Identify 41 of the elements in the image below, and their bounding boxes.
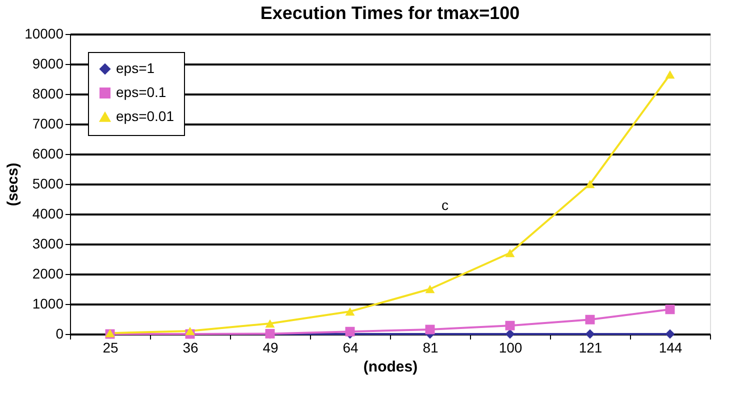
legend-label: eps=0.01: [116, 108, 174, 124]
annotation: c: [442, 197, 448, 213]
y-tick-label: 8000: [32, 86, 64, 102]
point: [425, 324, 435, 334]
y-tick-label: 4000: [32, 206, 64, 222]
x-tick-label: 100: [498, 340, 522, 356]
x-tick-label: 81: [422, 340, 438, 356]
x-tick-label: 121: [578, 340, 602, 356]
point: [265, 319, 275, 328]
y-tick-label: 10000: [24, 26, 64, 42]
point: [505, 320, 515, 330]
x-tick-label: 49: [262, 340, 278, 356]
x-tick-label: 144: [658, 340, 682, 356]
point: [665, 329, 675, 339]
y-tick-label: 9000: [32, 56, 64, 72]
x-tick-label: 36: [182, 340, 198, 356]
y-tick-label: 2000: [32, 266, 64, 282]
x-tick-label: 64: [342, 340, 358, 356]
legend-label: eps=1: [116, 60, 155, 76]
y-tick-label: 3000: [32, 236, 64, 252]
point: [665, 70, 675, 79]
y-tick-label: 7000: [32, 116, 64, 132]
point: [585, 314, 595, 324]
y-tick-label: 5000: [32, 176, 64, 192]
y-tick-label: 1000: [32, 296, 64, 312]
y-tick-label: 6000: [32, 146, 64, 162]
point: [345, 307, 355, 316]
point: [505, 329, 515, 339]
y-axis-title: (secs): [4, 162, 22, 206]
y-tick-label: 0: [56, 326, 64, 342]
point: [585, 329, 595, 339]
point: [665, 304, 675, 314]
point: [425, 284, 435, 294]
x-axis-title: (nodes): [363, 358, 418, 376]
x-tick-label: 25: [102, 340, 118, 356]
point: [585, 180, 595, 188]
chart-title: Execution Times for tmax=100: [260, 3, 520, 23]
point: [505, 248, 515, 258]
point: [345, 326, 355, 336]
point: [185, 326, 195, 336]
legend-label: eps=0.1: [116, 84, 166, 100]
